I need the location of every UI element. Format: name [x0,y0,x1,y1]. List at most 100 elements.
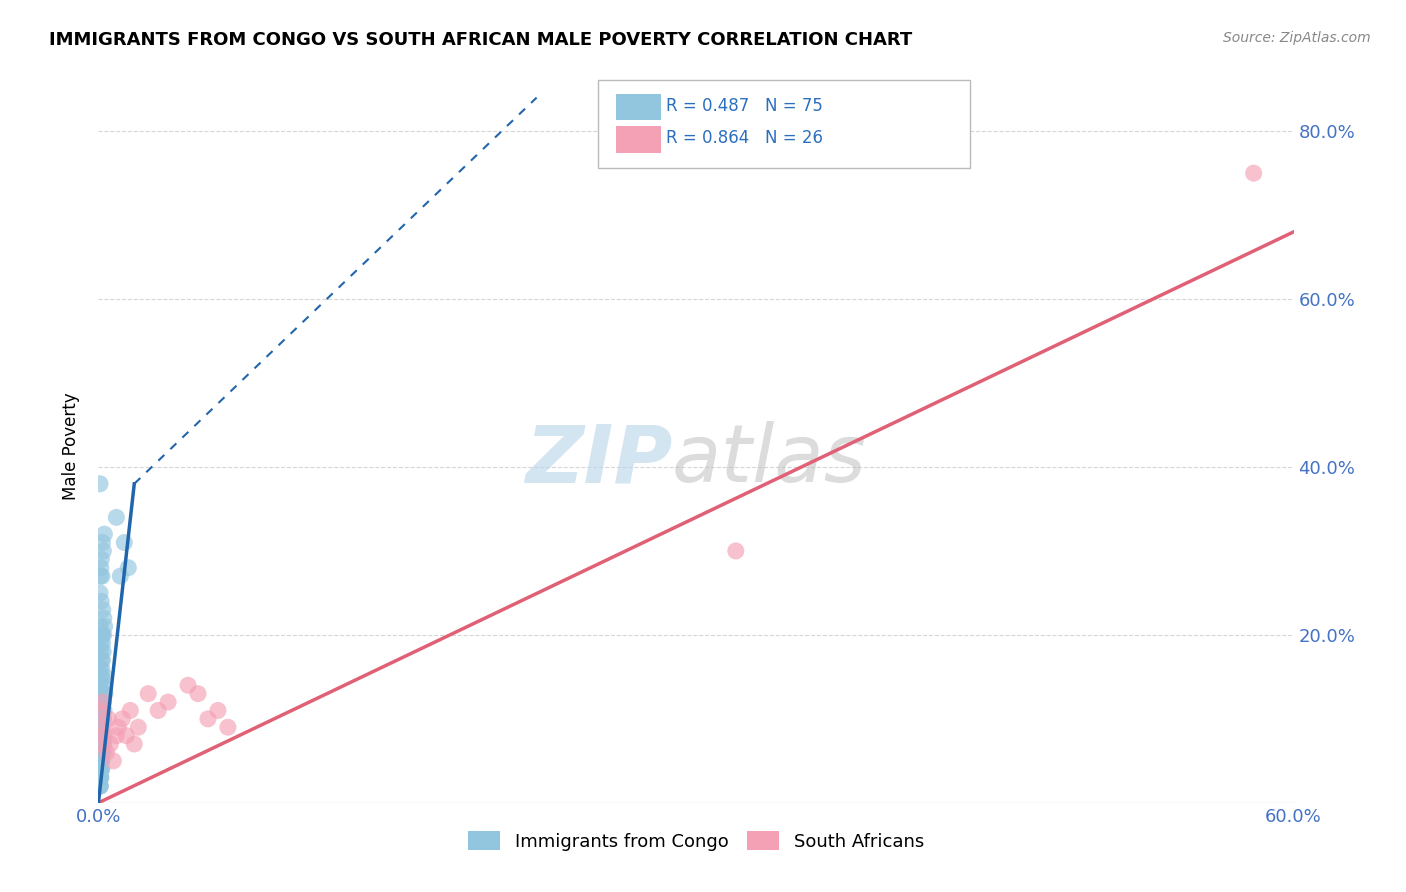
Point [90,762,112,776]
Point [90,729,112,743]
Point [91,653,114,667]
Point [98,737,122,751]
Point [90,762,112,776]
Point [89,779,111,793]
Point [207,703,229,717]
Point [94,687,117,701]
Point [157,695,180,709]
Point [91,569,114,583]
Text: Source: ZipAtlas.com: Source: ZipAtlas.com [1223,31,1371,45]
Point [89,720,111,734]
Point [105,729,128,743]
Point [94,670,117,684]
Point [724,544,747,558]
Point [91,636,114,650]
Point [90,695,112,709]
Point [91,729,114,743]
Point [90,754,112,768]
Point [89,476,111,491]
Point [93,544,115,558]
Point [89,703,111,717]
Point [120,703,142,717]
Point [93,611,115,625]
Point [197,712,219,726]
Text: atlas: atlas [672,421,868,500]
Text: R = 0.487   N = 75: R = 0.487 N = 75 [666,97,824,115]
Point [93,619,115,633]
Point [93,703,115,717]
Point [127,720,149,734]
Point [110,569,132,583]
Point [93,628,115,642]
Point [217,720,239,734]
Point [124,737,146,751]
Point [89,746,111,760]
Point [91,687,114,701]
Text: ZIP: ZIP [524,421,672,500]
Point [90,653,112,667]
Point [90,645,112,659]
Point [91,628,114,642]
Text: IMMIGRANTS FROM CONGO VS SOUTH AFRICAN MALE POVERTY CORRELATION CHART: IMMIGRANTS FROM CONGO VS SOUTH AFRICAN M… [49,31,912,49]
Point [89,661,111,675]
Point [91,678,114,692]
Point [90,670,112,684]
Point [89,586,111,600]
Point [90,560,112,574]
Point [89,779,111,793]
Point [90,594,112,608]
Point [91,535,114,549]
Point [136,687,159,701]
Point [177,678,200,692]
Text: R = 0.864   N = 26: R = 0.864 N = 26 [666,129,824,147]
Point [91,746,114,760]
Point [90,746,112,760]
Point [89,771,111,785]
Point [90,771,112,785]
Point [93,712,115,726]
Point [90,687,112,701]
Point [90,762,112,776]
Point [91,645,114,659]
Point [91,603,114,617]
Point [90,628,112,642]
Point [91,720,114,734]
Point [91,712,114,726]
Point [89,771,111,785]
Point [89,762,111,776]
Point [117,560,139,574]
Point [90,720,112,734]
Point [1243,166,1265,180]
Point [90,737,112,751]
Point [148,703,170,717]
Point [89,569,111,583]
Point [90,712,112,726]
Legend: Immigrants from Congo, South Africans: Immigrants from Congo, South Africans [461,824,931,858]
Point [112,535,135,549]
Point [103,754,125,768]
Point [90,729,112,743]
Point [93,527,115,541]
Point [107,720,129,734]
Point [91,695,114,709]
Point [93,729,115,743]
Point [96,746,118,760]
Point [187,687,209,701]
Point [91,737,114,751]
Point [89,695,111,709]
Point [89,779,111,793]
Point [89,703,111,717]
Point [90,754,112,768]
Point [111,712,134,726]
Point [91,737,114,751]
Point [97,712,120,726]
Point [90,661,112,675]
Point [105,510,128,524]
Point [89,771,111,785]
Point [91,703,114,717]
Point [89,737,111,751]
Point [91,754,114,768]
Point [89,754,111,768]
Point [90,670,112,684]
Point [89,678,111,692]
